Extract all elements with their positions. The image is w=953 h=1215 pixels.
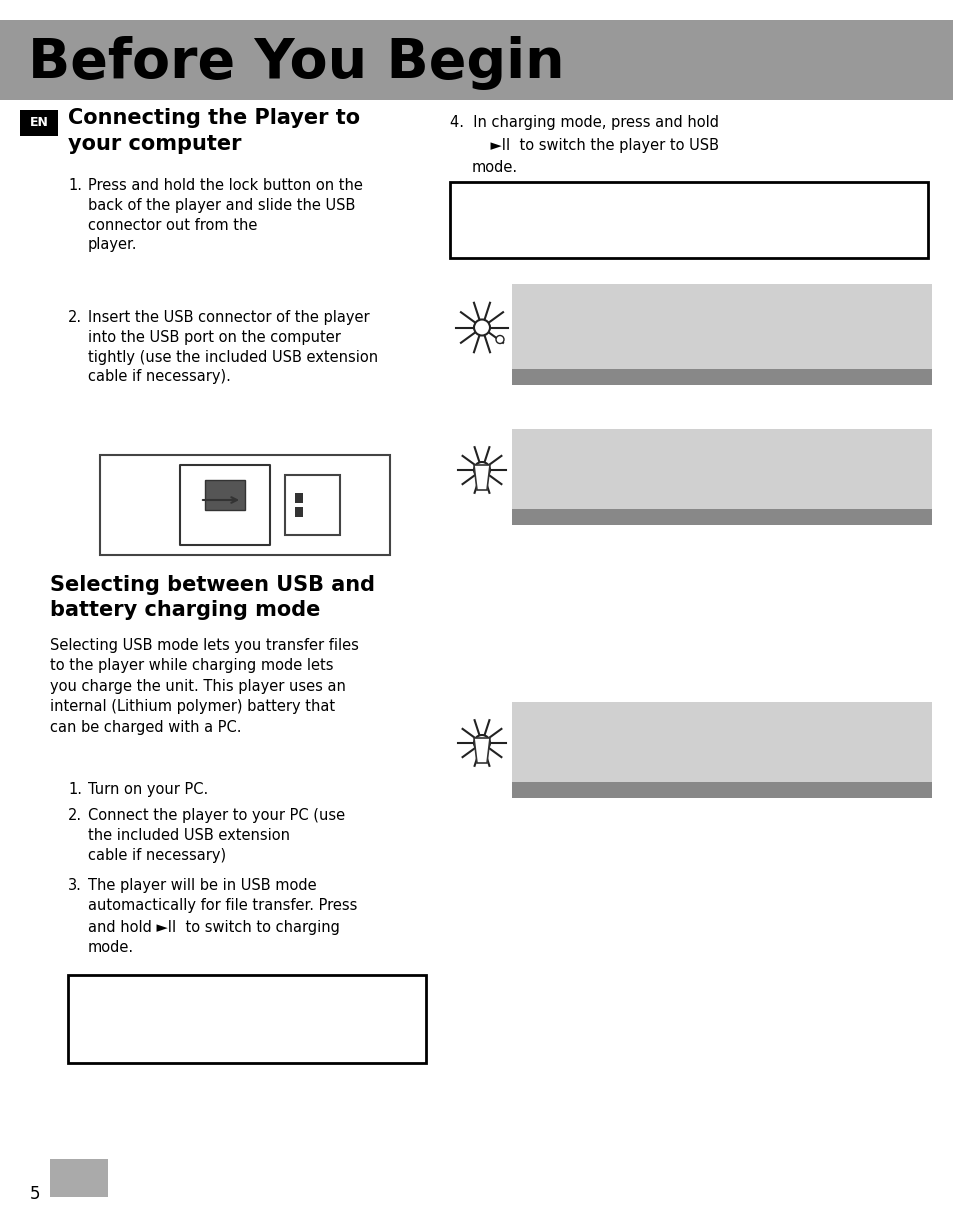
Text: EN: EN — [30, 117, 49, 130]
Text: Selecting USB mode lets you transfer files
to the player while charging mode let: Selecting USB mode lets you transfer fil… — [50, 638, 358, 735]
Text: 3.: 3. — [68, 878, 82, 893]
Text: mode.: mode. — [472, 160, 517, 175]
Bar — [512, 369, 931, 385]
Bar — [512, 782, 931, 798]
Polygon shape — [474, 738, 490, 763]
Text: The player will be in USB mode
automactically for file transfer. Press: The player will be in USB mode automacti… — [88, 878, 357, 912]
Bar — [68, 974, 426, 1063]
Bar — [180, 465, 270, 546]
Bar — [512, 284, 931, 385]
Circle shape — [496, 335, 503, 344]
Bar — [285, 475, 339, 535]
Text: 4.  In charging mode, press and hold: 4. In charging mode, press and hold — [450, 115, 719, 130]
Text: Turn on your PC.: Turn on your PC. — [88, 782, 208, 797]
Text: and hold ►II  to switch to charging
mode.: and hold ►II to switch to charging mode. — [88, 920, 339, 955]
Polygon shape — [474, 465, 490, 490]
Text: ►II  to switch the player to USB: ►II to switch the player to USB — [472, 139, 719, 153]
Text: 2.: 2. — [68, 310, 82, 324]
Circle shape — [474, 735, 490, 751]
Text: Press and hold the lock button on the
back of the player and slide the USB
conne: Press and hold the lock button on the ba… — [88, 179, 362, 253]
Text: Connect the player to your PC (use
the included USB extension
cable if necessary: Connect the player to your PC (use the i… — [88, 808, 345, 863]
Text: 1.: 1. — [68, 179, 82, 193]
Circle shape — [474, 320, 490, 335]
Bar — [450, 182, 927, 258]
Text: Selecting between USB and
battery charging mode: Selecting between USB and battery chargi… — [50, 575, 375, 620]
Text: Battery Charging: Battery Charging — [618, 200, 759, 217]
Bar — [20, 111, 58, 136]
Bar — [50, 1159, 108, 1197]
Bar — [100, 454, 390, 555]
Bar — [512, 702, 931, 798]
Text: Connecting the Player to
your computer: Connecting the Player to your computer — [68, 108, 359, 153]
Bar — [294, 507, 303, 518]
Text: Before You Begin: Before You Begin — [28, 36, 564, 90]
Bar — [205, 480, 245, 510]
Text: 2.: 2. — [68, 808, 82, 823]
Text: 1.: 1. — [68, 782, 82, 797]
Bar — [294, 493, 303, 503]
Circle shape — [474, 462, 490, 477]
Bar — [512, 509, 931, 525]
Text: Insert the USB connector of the player
into the USB port on the computer
tightly: Insert the USB connector of the player i… — [88, 310, 377, 384]
Bar — [0, 19, 953, 100]
Text: 5: 5 — [30, 1185, 40, 1203]
Text: Hold  ►II  to enter USB: Hold ►II to enter USB — [595, 226, 781, 244]
Bar — [512, 429, 931, 525]
Text: Hold  ►II  to charge batt.: Hold ►II to charge batt. — [145, 1027, 349, 1045]
Text: USB Connected: USB Connected — [182, 1001, 311, 1019]
